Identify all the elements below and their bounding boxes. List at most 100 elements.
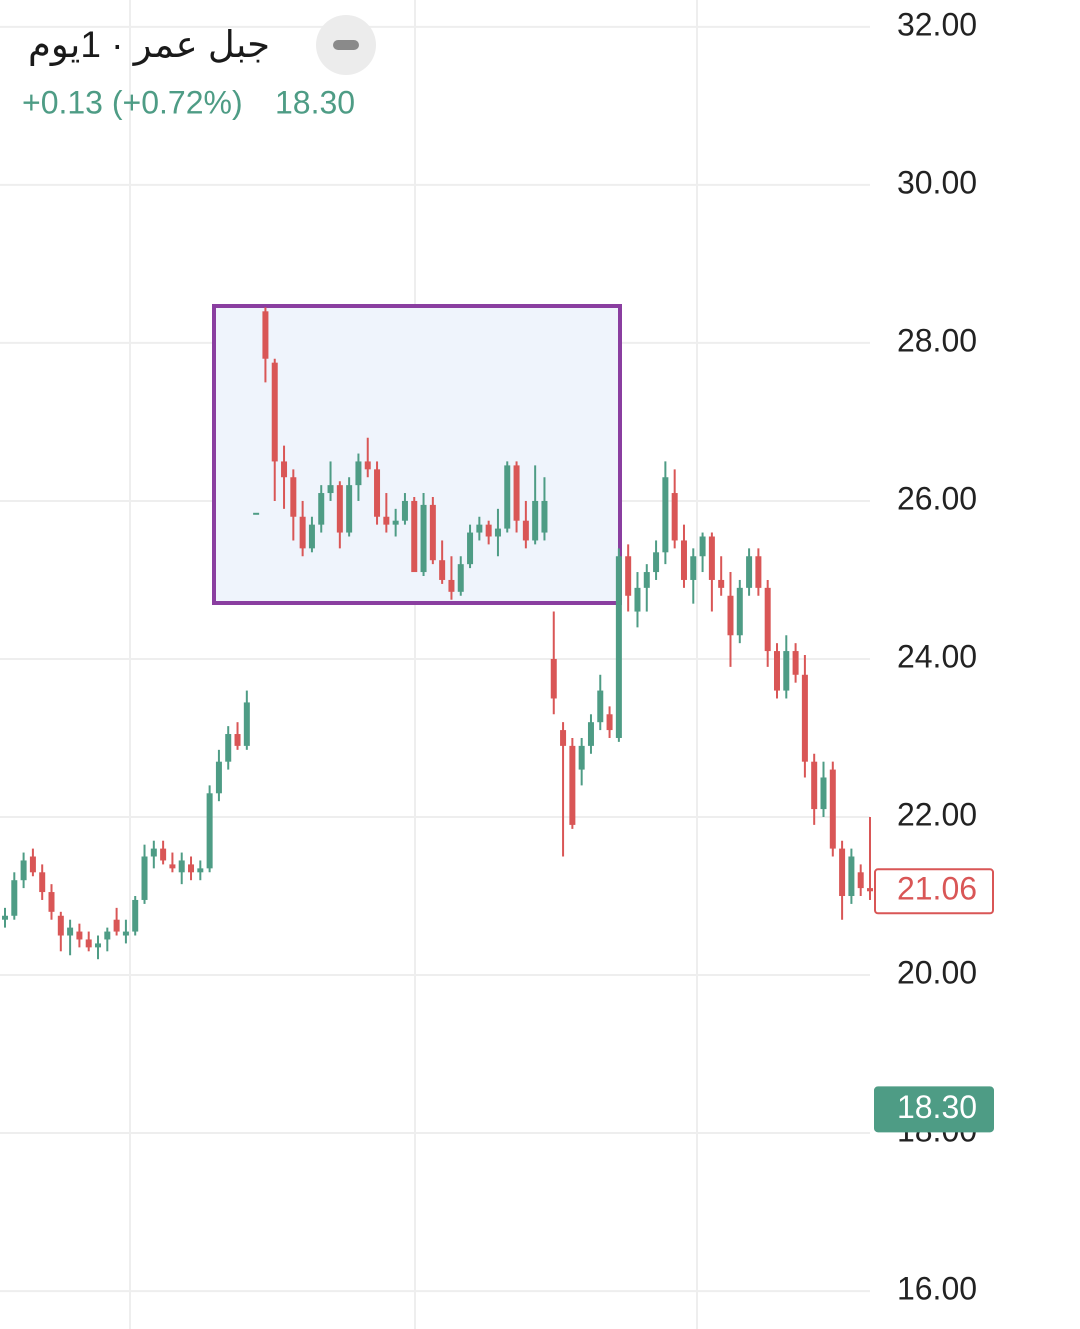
chart-title: جبل عمر · 1يوم xyxy=(28,24,270,66)
candle-body xyxy=(569,745,576,825)
candle-body xyxy=(346,485,353,533)
candle-body xyxy=(867,888,873,892)
candle-body xyxy=(783,651,790,691)
candle-body xyxy=(429,504,436,561)
candle-body xyxy=(169,864,176,869)
candle-body xyxy=(243,702,250,746)
candle-body xyxy=(792,651,799,675)
y-tick-label: 26.00 xyxy=(897,480,977,516)
candle-body xyxy=(532,500,539,541)
candle-body xyxy=(439,560,446,580)
candles xyxy=(2,307,873,960)
candle-body xyxy=(39,872,46,893)
candle-body xyxy=(281,461,288,478)
candle-body xyxy=(122,931,129,936)
price-change: +0.13 (+0.72%) xyxy=(22,84,243,120)
candle-body xyxy=(839,848,846,897)
candle-body xyxy=(485,524,492,537)
price-tag xyxy=(874,868,994,915)
candle-body xyxy=(336,485,343,533)
candle-body xyxy=(11,880,18,916)
candle-body xyxy=(476,524,483,533)
candle-body xyxy=(680,540,687,580)
candle-body xyxy=(560,730,567,746)
candle-body xyxy=(820,777,827,810)
y-tick-label: 24.00 xyxy=(897,638,977,674)
y-tick-label: 30.00 xyxy=(897,164,977,200)
candle-body xyxy=(206,793,213,869)
candle-body xyxy=(625,556,632,596)
price-tags: 21.06 18.30 xyxy=(874,868,994,1133)
candle-body xyxy=(746,556,753,588)
candle-body xyxy=(699,536,706,557)
candle-body xyxy=(20,860,27,881)
candle-body xyxy=(708,536,715,580)
y-tick-label: 16.00 xyxy=(897,1271,977,1307)
candle-body xyxy=(653,552,660,573)
candle-body xyxy=(615,556,622,738)
candle-body xyxy=(718,579,725,588)
candle-body xyxy=(48,892,55,912)
candle-body xyxy=(848,856,855,897)
candle-body xyxy=(374,469,381,517)
candle-body xyxy=(522,520,529,541)
price-tag-label: 18.30 xyxy=(897,1089,977,1125)
candle-body xyxy=(253,512,260,515)
candle-body xyxy=(606,714,613,731)
y-tick-label: 20.00 xyxy=(897,954,977,990)
y-tick-label: 32.00 xyxy=(897,6,977,42)
candle-body xyxy=(662,477,669,553)
candle-body xyxy=(29,856,36,873)
y-tick-label: 22.00 xyxy=(897,796,977,832)
candle-body xyxy=(364,461,371,470)
candle-body xyxy=(113,919,120,932)
candle-body xyxy=(671,493,678,541)
price-tag xyxy=(874,1086,994,1133)
candle-body xyxy=(550,658,557,699)
price-tag-label: 21.06 xyxy=(897,871,977,907)
candle-body xyxy=(76,931,83,940)
candle-body xyxy=(85,939,92,948)
candle-body xyxy=(308,524,315,549)
candle-body xyxy=(215,761,222,794)
candle-body xyxy=(411,500,418,573)
candle-body xyxy=(541,500,548,533)
candle-body xyxy=(299,516,306,549)
collapse-icon xyxy=(333,40,359,50)
candle-body xyxy=(727,595,734,636)
candle-body xyxy=(67,927,74,936)
candle-body xyxy=(643,572,650,588)
candle-body xyxy=(801,674,808,762)
candle-body xyxy=(197,868,204,873)
candle-body xyxy=(392,520,399,525)
candle-body xyxy=(513,465,520,521)
last-price: 18.30 xyxy=(275,84,355,120)
candle-body xyxy=(773,651,780,691)
candle-body xyxy=(494,528,501,537)
candle-body xyxy=(736,587,743,636)
candle-body xyxy=(234,734,241,746)
candle-body xyxy=(318,493,325,525)
candle-body xyxy=(597,690,604,723)
candle-body xyxy=(355,461,362,486)
candle-body xyxy=(504,465,511,529)
candle-body xyxy=(578,745,585,770)
candle-body xyxy=(150,848,157,857)
candle-body xyxy=(2,915,8,920)
candle-body xyxy=(95,943,102,948)
candle-body xyxy=(262,311,269,359)
candle-body xyxy=(160,848,167,861)
candle-body xyxy=(457,564,464,592)
candle-body xyxy=(755,556,762,588)
candle-body xyxy=(420,504,427,573)
candle-body xyxy=(634,587,641,612)
candle-body xyxy=(178,860,185,873)
candle-body xyxy=(690,556,697,580)
candle-body xyxy=(188,864,195,873)
candle-body xyxy=(857,872,864,889)
candle-body xyxy=(811,761,818,810)
candle-body xyxy=(829,769,836,849)
candle-body xyxy=(467,532,474,565)
